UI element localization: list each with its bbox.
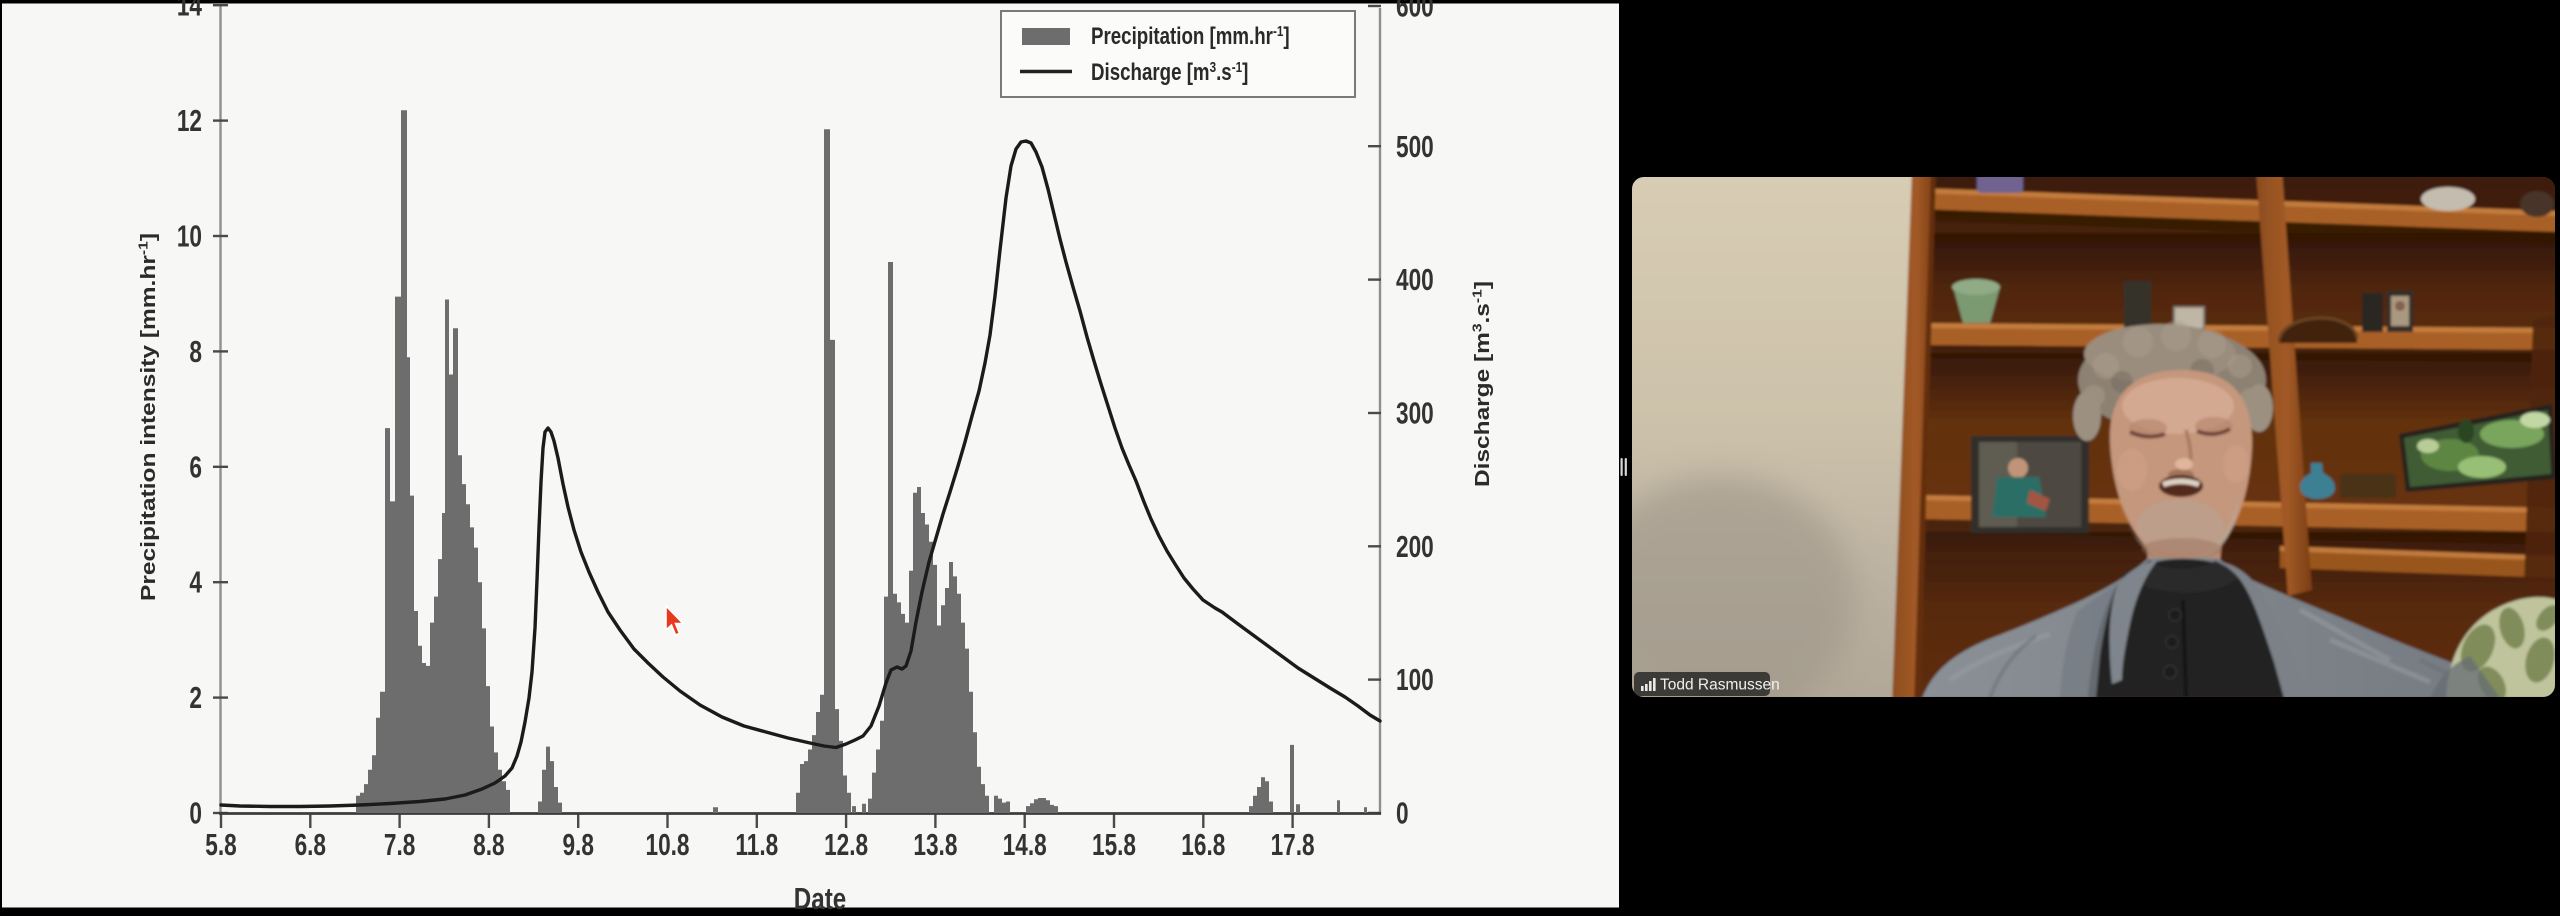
svg-text:12: 12 bbox=[177, 103, 202, 138]
svg-text:10: 10 bbox=[177, 218, 202, 253]
svg-text:2: 2 bbox=[189, 680, 202, 715]
svg-text:14.8: 14.8 bbox=[1003, 826, 1047, 861]
svg-text:17.8: 17.8 bbox=[1271, 826, 1315, 861]
svg-text:9.8: 9.8 bbox=[562, 826, 593, 861]
svg-text:Discharge [m3.s-1]: Discharge [m3.s-1] bbox=[1470, 281, 1493, 487]
svg-text:6.8: 6.8 bbox=[295, 826, 326, 861]
svg-text:0: 0 bbox=[189, 795, 202, 830]
svg-text:Date: Date bbox=[794, 881, 846, 916]
svg-text:8.8: 8.8 bbox=[473, 826, 504, 861]
svg-text:15.8: 15.8 bbox=[1092, 826, 1136, 861]
svg-text:0: 0 bbox=[1396, 795, 1409, 830]
svg-text:Precipitation [mm.hr-1]: Precipitation [mm.hr-1] bbox=[1091, 23, 1290, 50]
svg-text:6: 6 bbox=[189, 449, 202, 484]
svg-text:100: 100 bbox=[1396, 662, 1434, 697]
svg-text:400: 400 bbox=[1396, 262, 1434, 297]
svg-text:4: 4 bbox=[189, 564, 202, 599]
svg-text:11.8: 11.8 bbox=[735, 826, 778, 861]
svg-text:300: 300 bbox=[1396, 395, 1434, 430]
svg-text:Precipitation intensity [mm.hr: Precipitation intensity [mm.hr-1] bbox=[136, 233, 159, 601]
svg-text:10.8: 10.8 bbox=[645, 826, 689, 861]
svg-text:600: 600 bbox=[1396, 0, 1434, 23]
svg-text:14: 14 bbox=[177, 0, 202, 23]
svg-text:Discharge [m3.s-1]: Discharge [m3.s-1] bbox=[1091, 59, 1248, 86]
svg-text:16.8: 16.8 bbox=[1181, 826, 1225, 861]
svg-text:5.8: 5.8 bbox=[205, 826, 236, 861]
svg-text:500: 500 bbox=[1396, 128, 1434, 163]
svg-text:12.8: 12.8 bbox=[824, 826, 868, 861]
svg-text:200: 200 bbox=[1396, 528, 1434, 563]
svg-text:8: 8 bbox=[189, 333, 202, 368]
svg-text:Todd Rasmussen: Todd Rasmussen bbox=[1660, 677, 1780, 694]
svg-text:13.8: 13.8 bbox=[913, 826, 957, 861]
svg-text:7.8: 7.8 bbox=[384, 826, 415, 861]
